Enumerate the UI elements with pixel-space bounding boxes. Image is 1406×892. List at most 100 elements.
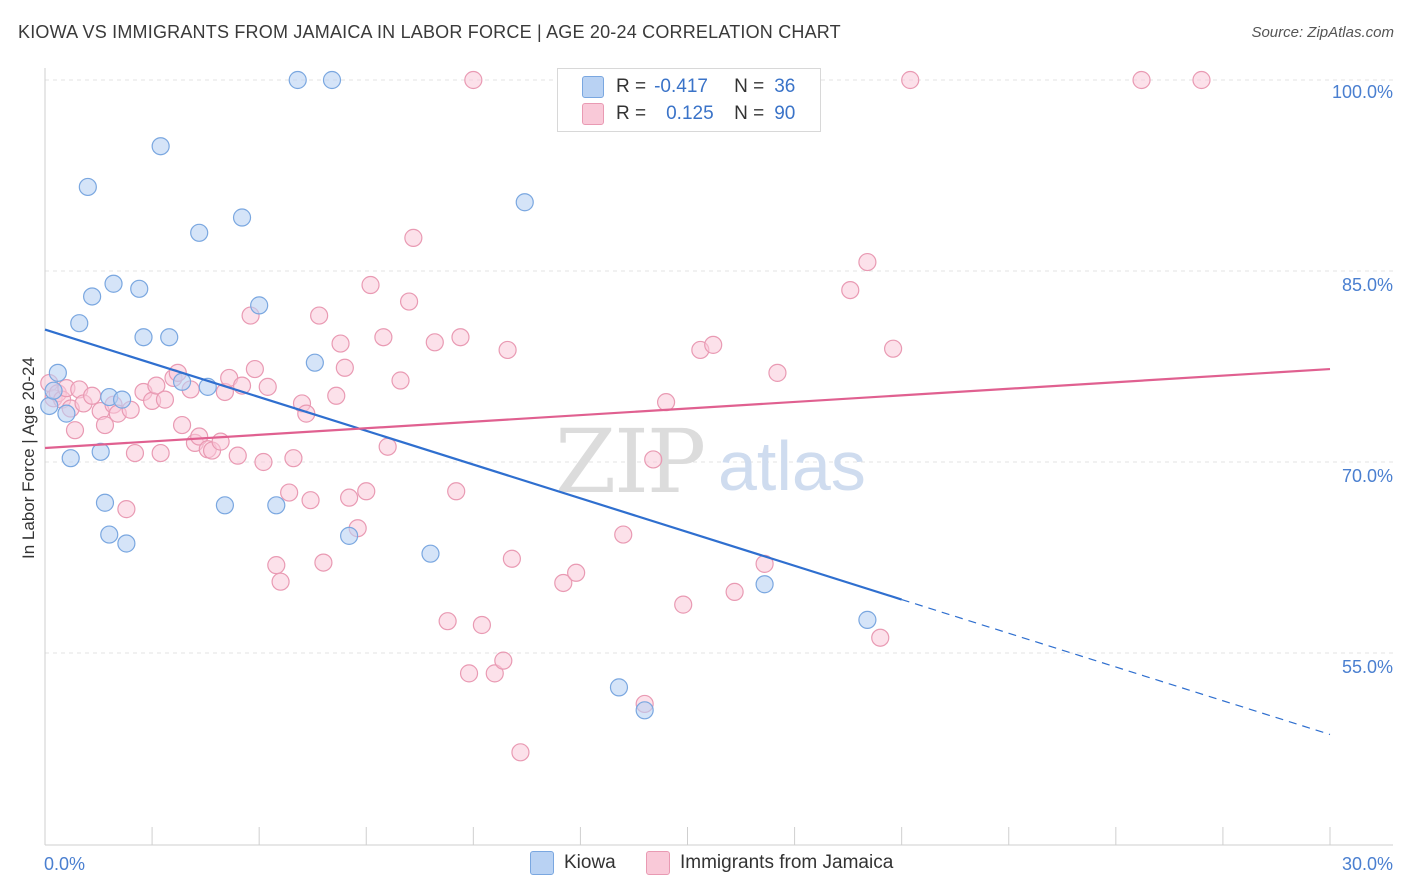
jamaica-point bbox=[374, 328, 393, 347]
jamaica-point bbox=[190, 427, 209, 446]
jamaica-point bbox=[1192, 70, 1211, 90]
kiowa-trend-extension bbox=[901, 598, 1331, 736]
jamaica-point bbox=[245, 359, 264, 379]
kiowa-point bbox=[322, 70, 342, 90]
jamaica-point bbox=[83, 386, 102, 405]
n-label: N = bbox=[734, 103, 765, 124]
jamaica-swatch bbox=[582, 103, 604, 125]
jamaica-point bbox=[404, 228, 423, 247]
y-axis-label: In Labor Force | Age 20-24 bbox=[19, 357, 38, 559]
x-tick-label-min: 0.0% bbox=[44, 854, 85, 874]
kiowa-point bbox=[515, 193, 534, 212]
kiowa-point bbox=[215, 496, 234, 515]
kiowa-point bbox=[78, 177, 97, 197]
kiowa-point bbox=[250, 296, 269, 315]
jamaica-legend-swatch bbox=[646, 851, 670, 875]
stats-row-kiowa: R = -0.417 N = 36 bbox=[558, 73, 795, 101]
jamaica-point bbox=[267, 556, 286, 575]
jamaica-point bbox=[438, 612, 457, 631]
kiowa-point bbox=[112, 390, 132, 409]
jamaica-point bbox=[674, 595, 693, 614]
kiowa-point bbox=[305, 353, 324, 372]
jamaica-point bbox=[459, 664, 479, 683]
jamaica-point bbox=[117, 500, 136, 519]
legend-item-jamaica: Immigrants from Jamaica bbox=[646, 851, 893, 875]
r-value: 0.125 bbox=[666, 103, 714, 124]
kiowa-point bbox=[267, 496, 286, 515]
jamaica-point bbox=[704, 335, 723, 354]
jamaica-point bbox=[399, 292, 419, 311]
jamaica-point bbox=[211, 432, 230, 451]
kiowa-point bbox=[57, 404, 76, 423]
kiowa-point bbox=[61, 449, 80, 468]
jamaica-point bbox=[656, 393, 676, 412]
legend-item-kiowa: Kiowa bbox=[530, 851, 616, 875]
watermark-atlas: atlas bbox=[718, 427, 866, 505]
jamaica-point bbox=[425, 333, 444, 352]
stats-legend: R = -0.417 N = 36 R = 0.125 N = 90 bbox=[557, 68, 821, 132]
legend-label-jamaica: Immigrants from Jamaica bbox=[680, 852, 894, 873]
r-label: R = bbox=[616, 103, 647, 124]
kiowa-point bbox=[755, 575, 774, 594]
jamaica-point bbox=[95, 415, 115, 435]
jamaica-point bbox=[391, 371, 410, 390]
jamaica-point bbox=[65, 421, 85, 440]
y-tick-label: 85.0% bbox=[1342, 275, 1393, 295]
bottom-legend: Kiowa Immigrants from Jamaica bbox=[0, 851, 1406, 879]
jamaica-point bbox=[331, 334, 350, 353]
kiowa-point bbox=[340, 526, 359, 545]
kiowa-trend-line bbox=[44, 328, 902, 601]
jamaica-point bbox=[361, 275, 380, 295]
jamaica-point bbox=[327, 386, 346, 405]
jamaica-trend-line bbox=[44, 367, 1331, 450]
kiowa-point bbox=[190, 223, 209, 242]
jamaica-point bbox=[901, 70, 920, 90]
jamaica-point bbox=[258, 377, 277, 396]
jamaica-point bbox=[314, 553, 333, 572]
jamaica-point bbox=[644, 450, 663, 469]
kiowa-point bbox=[104, 274, 123, 293]
kiowa-point bbox=[48, 363, 67, 382]
jamaica-point bbox=[340, 488, 359, 507]
kiowa-point bbox=[609, 678, 629, 697]
jamaica-point bbox=[725, 582, 744, 601]
source-label: Source: ZipAtlas.com bbox=[1251, 24, 1394, 41]
jamaica-point bbox=[768, 363, 787, 382]
jamaica-point bbox=[511, 743, 530, 762]
axes bbox=[44, 68, 1393, 846]
jamaica-point bbox=[310, 306, 329, 325]
jamaica-point bbox=[1132, 70, 1151, 90]
n-label: N = bbox=[734, 76, 765, 97]
jamaica-point bbox=[841, 281, 860, 300]
stats-row-jamaica: R = 0.125 N = 90 bbox=[558, 100, 795, 128]
jamaica-point bbox=[614, 525, 633, 544]
kiowa-point bbox=[40, 396, 59, 416]
n-value: 36 bbox=[774, 76, 796, 97]
kiowa-point bbox=[91, 442, 110, 461]
kiowa-point bbox=[83, 287, 102, 306]
kiowa-point bbox=[44, 381, 63, 400]
n-value: 90 bbox=[774, 103, 796, 124]
kiowa-point bbox=[151, 137, 170, 156]
kiowa-point bbox=[858, 610, 877, 629]
watermark: ZIP atlas bbox=[555, 410, 866, 513]
jamaica-point bbox=[271, 572, 290, 591]
kiowa-point bbox=[95, 493, 115, 512]
kiowa-point bbox=[421, 544, 440, 563]
jamaica-point bbox=[464, 70, 483, 90]
jamaica-point bbox=[502, 549, 521, 568]
watermark-zip: ZIP bbox=[555, 410, 704, 513]
jamaica-point bbox=[151, 443, 170, 463]
jamaica-point bbox=[155, 390, 175, 409]
kiowa-legend-swatch bbox=[530, 851, 554, 875]
jamaica-point bbox=[871, 628, 890, 647]
jamaica-point bbox=[147, 376, 166, 395]
jamaica-point bbox=[280, 483, 299, 502]
y-tick-label: 70.0% bbox=[1342, 466, 1393, 486]
jamaica-point bbox=[472, 615, 491, 635]
legend-label-kiowa: Kiowa bbox=[564, 852, 616, 873]
chart-title: KIOWA VS IMMIGRANTS FROM JAMAICA IN LABO… bbox=[18, 22, 841, 42]
kiowa-point bbox=[288, 70, 307, 90]
kiowa-point bbox=[635, 701, 654, 720]
